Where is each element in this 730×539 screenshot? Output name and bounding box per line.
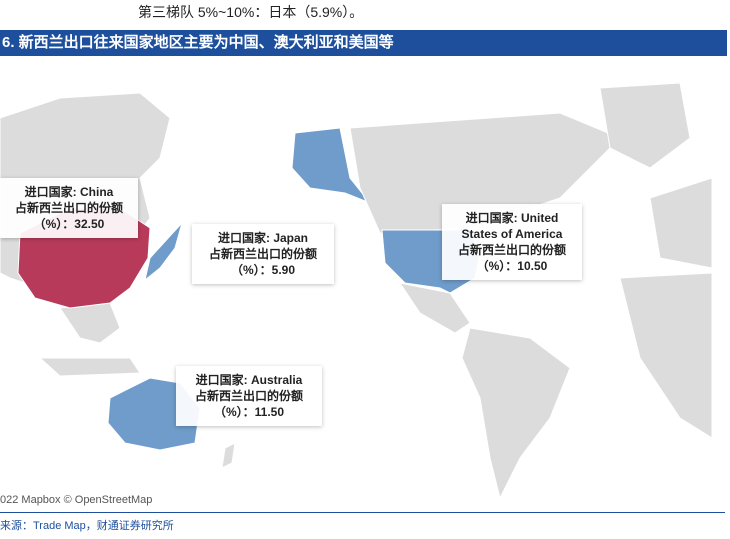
land-south-america bbox=[461, 327, 571, 500]
map-attribution: 022 Mapbox © OpenStreetMap bbox=[0, 494, 153, 506]
country-usa-alaska bbox=[291, 127, 372, 205]
land-greenland bbox=[599, 82, 691, 169]
callout-australia-line1: 进口国家: Australia bbox=[195, 373, 303, 387]
callout-australia-line2: 占新西兰出口的份额 bbox=[194, 389, 303, 403]
callout-japan-line3: （%）：5.90 bbox=[230, 263, 296, 277]
callout-japan-line1: 进口国家: Japan bbox=[217, 231, 308, 245]
land-africa bbox=[619, 272, 712, 439]
world-map: 进口国家: China 占新西兰出口的份额 （%）：32.50 进口国家: Ja… bbox=[0, 58, 712, 508]
callout-china: 进口国家: China 占新西兰出口的份额 （%）：32.50 bbox=[0, 178, 138, 238]
callout-usa-line1: 进口国家: United States of America bbox=[461, 211, 563, 241]
callout-china-line1: 进口国家: China bbox=[24, 185, 114, 199]
callout-usa-line3: （%）：10.50 bbox=[476, 259, 548, 273]
land-new-zealand bbox=[221, 442, 236, 469]
callout-china-line3: （%）：32.50 bbox=[33, 217, 105, 231]
land-europe bbox=[649, 177, 712, 269]
source-note: 来源：Trade Map，财通证券研究所 bbox=[0, 520, 174, 532]
callout-usa: 进口国家: United States of America 占新西兰出口的份额… bbox=[442, 204, 582, 280]
callout-japan-line2: 占新西兰出口的份额 bbox=[208, 247, 317, 261]
intro-text: 第三梯队 5%~10%：日本（5.9%）。 bbox=[138, 4, 364, 20]
map-canvas bbox=[0, 58, 712, 508]
callout-australia: 进口国家: Australia 占新西兰出口的份额 （%）：11.50 bbox=[176, 366, 322, 426]
source-divider bbox=[0, 512, 725, 513]
callout-china-line2: 占新西兰出口的份额 bbox=[14, 201, 123, 215]
land-indonesia bbox=[38, 357, 141, 377]
callout-usa-line2: 占新西兰出口的份额 bbox=[457, 243, 566, 257]
callout-australia-line3: （%）：11.50 bbox=[213, 405, 285, 419]
figure-title: 6. 新西兰出口往来国家地区主要为中国、澳大利亚和美国等 bbox=[0, 30, 727, 56]
land-mexico bbox=[398, 282, 471, 334]
country-japan bbox=[144, 222, 183, 282]
callout-japan: 进口国家: Japan 占新西兰出口的份额 （%）：5.90 bbox=[192, 224, 334, 284]
